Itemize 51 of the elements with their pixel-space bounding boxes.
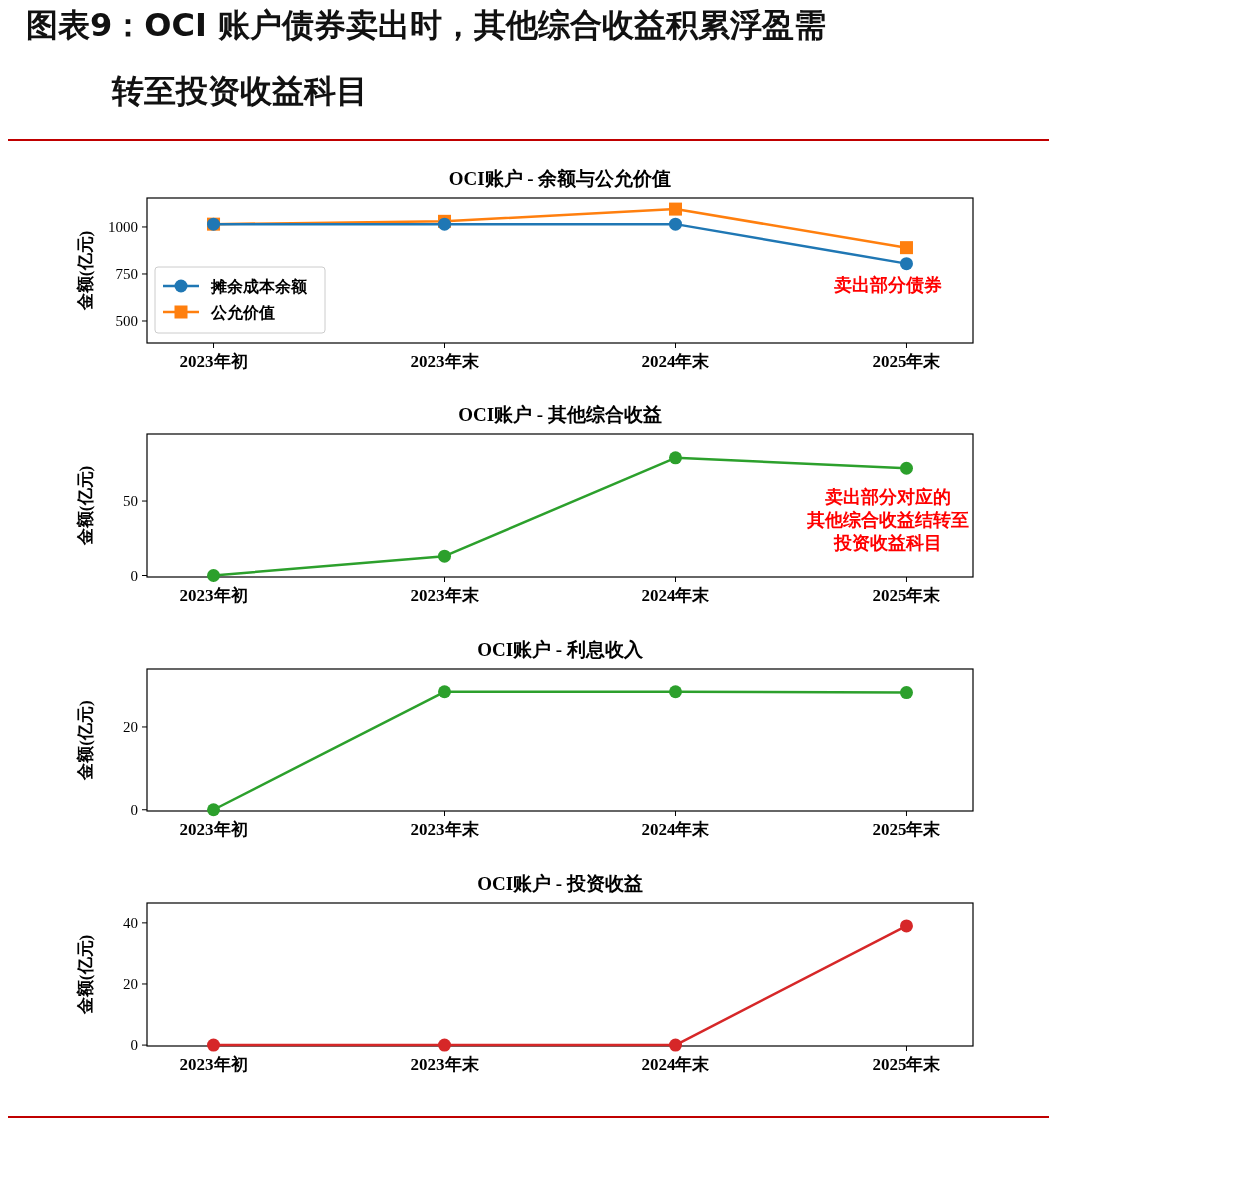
- point: [438, 549, 452, 563]
- x-tick-label: 2023年末: [410, 586, 480, 605]
- x-tick-label: 2023年初: [179, 820, 248, 839]
- x-tick-label: 2024年末: [641, 1055, 711, 1074]
- x-tick-label: 2025年末: [872, 1055, 942, 1074]
- legend-label: 摊余成本余额: [210, 277, 308, 295]
- point: [899, 257, 913, 271]
- x-tick-label: 2023年末: [410, 352, 480, 371]
- point: [207, 803, 221, 817]
- x-tick-label: 2025年末: [872, 352, 942, 371]
- y-tick-label: 500: [115, 313, 138, 329]
- x-tick-label: 2025年末: [872, 586, 942, 605]
- point: [668, 685, 682, 699]
- y-tick-label: 0: [130, 1037, 138, 1054]
- x-tick-label: 2024年末: [641, 352, 711, 371]
- chart-title: OCI账户 - 利息收入: [477, 639, 644, 660]
- y-tick-label: 20: [123, 718, 138, 735]
- chart-title: OCI账户 - 余额与公允价值: [448, 168, 672, 189]
- point: [668, 202, 682, 216]
- annotation: 卖出部分债券: [834, 275, 942, 296]
- y-tick-label: 40: [123, 914, 138, 931]
- legend-label: 公允价值: [210, 303, 275, 321]
- y-axis-title: 金额(亿元): [76, 700, 95, 781]
- x-tick-label: 2023年末: [410, 1055, 480, 1074]
- y-axis-title: 金额(亿元): [76, 230, 95, 312]
- y-tick-label: 20: [123, 975, 138, 992]
- y-axis-title: 金额(亿元): [76, 465, 95, 547]
- x-tick-label: 2023年末: [410, 820, 480, 839]
- point: [438, 685, 452, 699]
- x-tick-label: 2025年末: [872, 820, 942, 839]
- y-tick-label: 0: [130, 801, 138, 818]
- y-axis-title: 金额(亿元): [76, 934, 95, 1016]
- point: [668, 217, 682, 231]
- x-tick-label: 2024年末: [641, 586, 711, 605]
- text: 图表9：OCI 账户债券卖出时，其他综合收益积累浮盈需转至投资收益科目: [26, 6, 826, 110]
- point: [668, 451, 682, 465]
- x-tick-label: 2023年初: [179, 586, 248, 605]
- y-tick-label: 1000: [108, 218, 138, 235]
- point: [207, 569, 221, 583]
- point: [899, 241, 913, 255]
- point: [899, 461, 913, 475]
- x-tick-label: 2023年初: [179, 1055, 248, 1074]
- x-tick-label: 2024年末: [641, 820, 711, 839]
- y-tick-label: 0: [130, 567, 138, 584]
- x-tick-label: 2023年初: [179, 352, 248, 371]
- y-tick-label: 750: [115, 265, 138, 282]
- chart-title: OCI账户 - 投资收益: [477, 873, 643, 894]
- point: [899, 686, 913, 700]
- y-tick-label: 50: [123, 493, 138, 510]
- chart-title: OCI账户 - 其他综合收益: [458, 404, 662, 425]
- annotation: 卖出部分对应的其他综合收益结转至投资收益科目: [806, 487, 969, 554]
